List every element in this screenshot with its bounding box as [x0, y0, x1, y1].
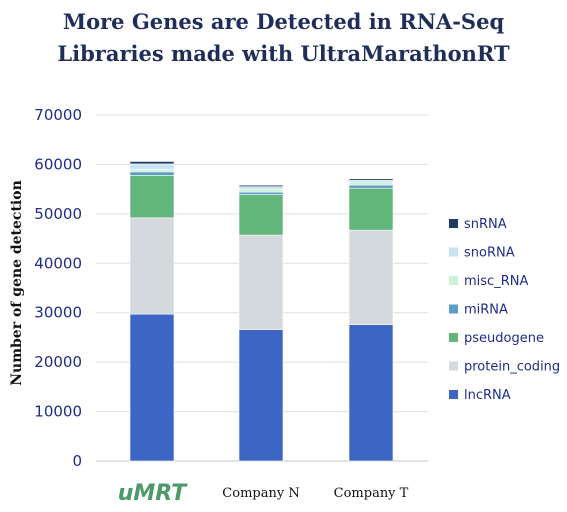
bar-segment-snorna [129, 163, 175, 170]
bars [129, 161, 394, 462]
bar-segment-mirna [348, 184, 394, 189]
bar-segment-snrna [238, 184, 284, 187]
bar-segment-misc-rna [238, 188, 284, 193]
legend-label: snoRNA [464, 246, 515, 261]
bar-segment-pseudogene [348, 187, 394, 231]
y-tick-label: 60000 [34, 155, 82, 173]
x-category-label: Company N [222, 486, 299, 501]
bar-segment-misc-rna [129, 169, 175, 173]
legend-label: lncRNA [464, 388, 511, 403]
bar-segment-lncrna [348, 324, 394, 462]
bar-segment-snrna [129, 161, 175, 165]
bar-segment-protein-coding [348, 229, 394, 325]
bar-segment-pseudogene [129, 175, 175, 219]
bar-segment-protein-coding [238, 234, 284, 330]
bar-segment-protein-coding [129, 217, 175, 315]
legend-swatch [449, 247, 458, 257]
legend-label: miRNA [464, 303, 508, 318]
bar-segment-mirna [238, 191, 284, 195]
x-axis-categories: uMRT Company N Company T [118, 481, 409, 506]
legend-label: pseudogene [464, 331, 544, 346]
legend-swatch [449, 276, 458, 285]
y-tick-label: 10000 [34, 403, 82, 421]
y-tick-label: 20000 [34, 353, 82, 371]
legend-swatch [449, 361, 458, 371]
legend-swatch [449, 304, 458, 314]
y-tick-label: 70000 [34, 106, 82, 124]
x-category-label: Company T [334, 486, 409, 501]
y-axis-ticks: 0 10000 20000 30000 40000 50000 60000 70000 [34, 106, 82, 470]
chart-title: More Genes are Detected in RNA-Seq Libra… [0, 6, 567, 70]
legend-swatch [449, 219, 458, 228]
legend-swatch [449, 390, 458, 399]
chart-title-line-1: More Genes are Detected in RNA-Seq [62, 9, 505, 34]
legend-label: protein_coding [464, 360, 560, 375]
y-axis-label: Number of gene detection [9, 180, 25, 386]
y-tick-label: 40000 [34, 254, 82, 272]
bar-segment-misc-rna [348, 182, 394, 186]
legend: snRNA snoRNA misc_RNA miRNA pseudogene protei… [449, 217, 560, 403]
y-tick-label: 0 [72, 452, 82, 470]
y-tick-label: 50000 [34, 205, 82, 223]
bar-segment-lncrna [238, 329, 284, 462]
legend-label: snRNA [464, 217, 507, 232]
bar-segment-lncrna [129, 313, 175, 462]
bar-segment-pseudogene [238, 194, 284, 236]
legend-label: misc_RNA [464, 274, 528, 289]
y-tick-label: 30000 [34, 304, 82, 322]
bar-segment-snrna [348, 178, 394, 181]
chart-title-line-2: Libraries made with UltraMarathonRT [57, 41, 510, 66]
x-category-label: uMRT [118, 481, 189, 506]
bar-segment-mirna [129, 171, 175, 176]
bar-segment-snorna [348, 179, 394, 184]
legend-swatch [449, 333, 458, 342]
bar-segment-snorna [238, 186, 284, 190]
